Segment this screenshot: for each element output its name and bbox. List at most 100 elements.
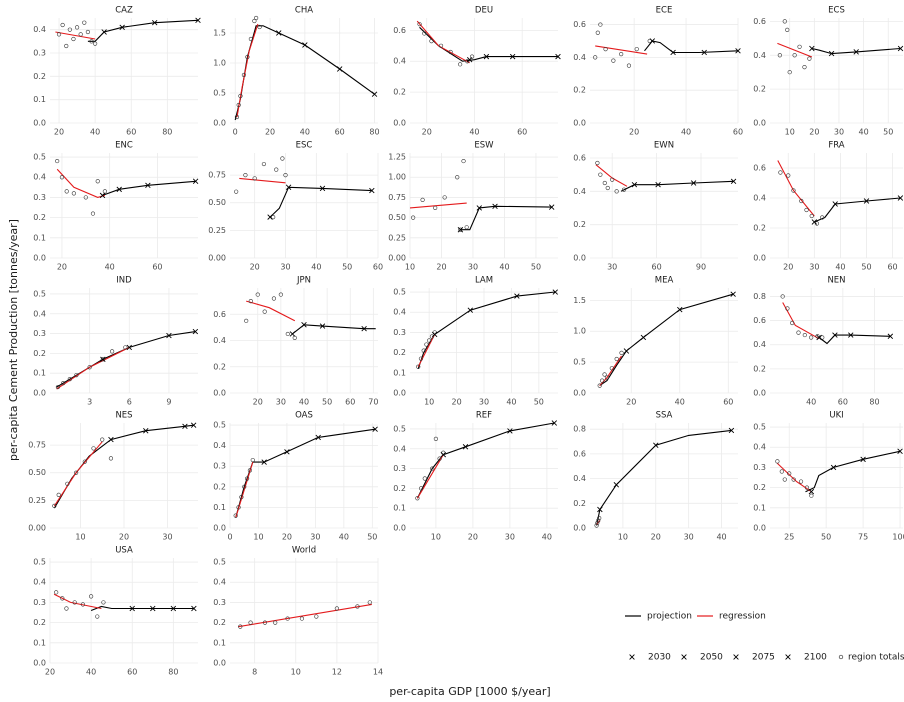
year-marker <box>150 605 156 612</box>
region-total-point <box>787 471 792 476</box>
region-total-point <box>262 620 268 625</box>
region-total-point <box>786 173 791 178</box>
region-total-point <box>429 39 434 44</box>
region-total-point <box>236 505 241 510</box>
x-tick-label: 20 <box>629 128 639 137</box>
region-total-point <box>74 373 79 378</box>
x-tick-label: 60 <box>345 398 355 407</box>
y-tick-label: 0.1 <box>213 503 226 512</box>
region-total-point <box>271 296 277 301</box>
x-tick-label: 20 <box>651 533 661 542</box>
y-tick-label: 0.5 <box>33 558 46 567</box>
x-tick-label: 20 <box>783 263 793 272</box>
region-total-point <box>778 170 783 175</box>
x-tick-label: 60 <box>723 398 733 407</box>
x-tick-label: 60 <box>838 398 848 407</box>
panel-title: UKI <box>829 411 843 421</box>
y-tick-label: 0.8 <box>573 425 586 434</box>
year-marker <box>613 482 620 488</box>
region-total-point <box>299 616 305 621</box>
legend-marker <box>838 654 844 660</box>
region-total-point <box>55 384 61 390</box>
year-marker <box>371 91 378 97</box>
x-tick-label: 20 <box>54 128 64 137</box>
y-tick-label: 0.3 <box>213 462 226 471</box>
y-tick-label: 1.5 <box>213 29 226 38</box>
y-tick-label: 0.75 <box>388 193 406 202</box>
region-total-point <box>64 43 69 49</box>
x-tick-label: 60 <box>733 128 743 137</box>
x-tick-label: 10 <box>291 668 301 677</box>
panel-title: World <box>292 546 316 556</box>
x-tick-label: 20 <box>468 533 478 542</box>
y-tick-label: 0.3 <box>33 49 46 58</box>
y-tick-label: 0.0 <box>573 254 586 263</box>
region-total-point <box>792 53 797 58</box>
panel: NEN 0.0 0.2 0.4 0.6 0.8 40 60 80 <box>753 276 903 407</box>
panel: ECE 0.0 0.2 0.4 0.6 20 40 60 <box>573 6 743 137</box>
y-tick-label: 0.4 <box>573 187 586 196</box>
region-total-point <box>820 215 825 220</box>
legend-marker <box>785 654 791 660</box>
y-tick-label: 0.2 <box>393 88 406 97</box>
y-tick-label: 0.5 <box>753 423 766 432</box>
year-marker <box>315 434 321 441</box>
region-total-point <box>464 225 469 230</box>
x-tick-label: 70 <box>368 398 378 407</box>
y-tick-label: 0.6 <box>753 17 766 26</box>
x-tick-label: 50 <box>821 533 831 542</box>
region-total-point <box>791 188 796 193</box>
region-total-point <box>234 114 240 120</box>
region-total-point <box>469 54 475 59</box>
y-tick-label: 0.4 <box>393 57 406 66</box>
x-tick-label: 40 <box>86 668 96 677</box>
x-tick-label: 80 <box>162 128 172 137</box>
region-total-point <box>61 380 66 386</box>
y-tick-label: 0.75 <box>28 441 46 450</box>
year-marker <box>195 17 201 24</box>
panel-title: IND <box>116 276 132 286</box>
region-total-point <box>89 594 94 599</box>
region-total-point <box>238 624 243 629</box>
x-tick-label: 60 <box>373 263 383 272</box>
y-tick-label: 0.4 <box>33 25 46 34</box>
y-tick-label: 0.2 <box>33 349 46 358</box>
region-total-point <box>619 350 624 355</box>
panel: IND 0.0 0.1 0.2 0.3 0.4 0.5 3 6 9 <box>33 276 199 407</box>
panel-title: JPN <box>296 276 311 286</box>
region-total-point <box>334 606 339 611</box>
x-tick-label: 20 <box>253 398 263 407</box>
panel: USA 0.0 0.1 0.2 0.3 0.4 0.5 20 40 60 80 <box>33 546 198 677</box>
x-tick-label: 30 <box>684 533 694 542</box>
region-total-point <box>262 309 267 314</box>
x-tick-label: 40 <box>675 398 685 407</box>
year-marker <box>476 205 482 211</box>
region-total-point <box>234 189 239 194</box>
y-tick-label: 0.4 <box>393 444 406 453</box>
region-total-point <box>314 614 319 619</box>
x-tick-label: 3 <box>87 398 92 407</box>
y-tick-label: 0.1 <box>33 638 46 647</box>
region-total-point <box>597 383 602 388</box>
region-total-point <box>415 496 420 501</box>
region-total-point <box>796 330 801 335</box>
region-total-point <box>243 173 248 178</box>
region-total-point <box>252 176 257 181</box>
year-marker <box>431 331 438 338</box>
region-total-point <box>780 294 785 299</box>
y-tick-label: 0.0 <box>213 524 226 533</box>
panel-title: REF <box>476 411 492 421</box>
panel: SSA 0.0 0.2 0.4 0.6 0.8 10 20 30 40 <box>573 411 738 542</box>
region-total-point <box>790 320 795 326</box>
region-total-point <box>782 19 787 24</box>
region-total-point <box>791 477 796 482</box>
series-line <box>814 197 901 223</box>
y-tick-label: 0.2 <box>753 364 766 373</box>
year-marker <box>509 53 516 60</box>
region-total-point <box>292 335 297 340</box>
y-tick-label: 0.00 <box>388 254 406 263</box>
region-total-point <box>430 466 435 471</box>
y-tick-label: 0.6 <box>573 20 586 29</box>
x-tick-label: 50 <box>531 263 541 272</box>
region-total-point <box>110 349 115 354</box>
